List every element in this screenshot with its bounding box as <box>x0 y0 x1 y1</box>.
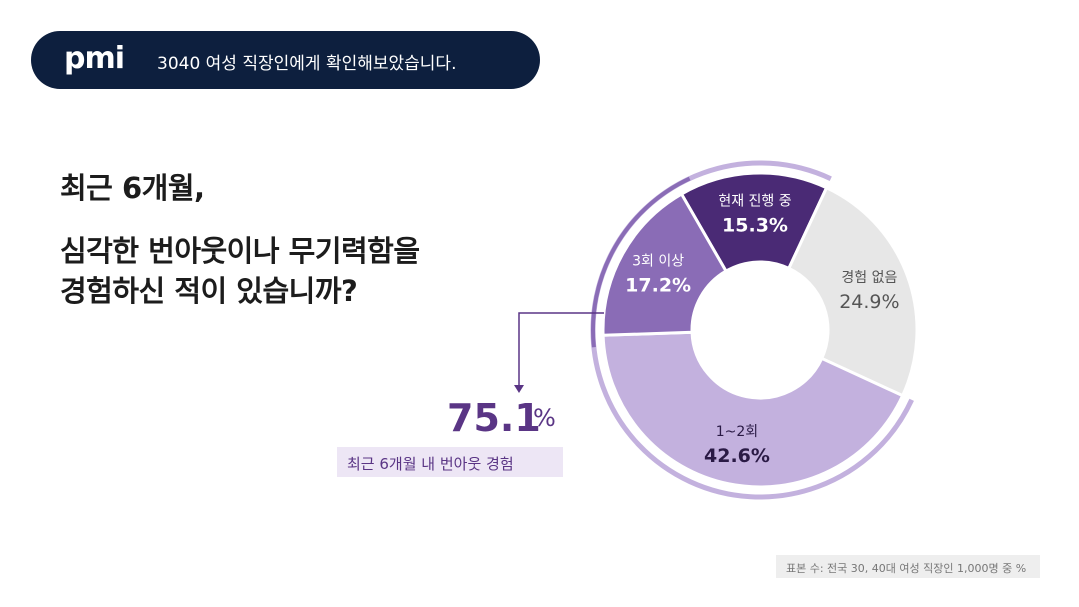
slice-value: 42.6% <box>704 445 770 467</box>
slice-label: 경험 없음 <box>841 270 897 286</box>
question-line-3: 경험하신 적이 있습니까? <box>60 274 358 308</box>
header-banner: pmi 3040 여성 직장인에게 확인해보았습니다. <box>31 31 540 89</box>
highlight-arc <box>590 160 914 500</box>
slice-label: 1~2회 <box>716 424 758 440</box>
donut-slice <box>786 185 919 398</box>
donut-slice <box>601 191 729 337</box>
highlight-arc-accent <box>591 176 691 348</box>
connector-arrow-icon <box>514 385 524 393</box>
question-line-2: 심각한 번아웃이나 무기력함을 <box>60 234 420 268</box>
summary-value: 75.1 <box>447 396 541 440</box>
donut-slice <box>601 330 905 489</box>
summary-unit: % <box>533 404 556 432</box>
slice-value: 17.2% <box>625 274 691 296</box>
summary-caption: 최근 6개월 내 번아웃 경험 <box>347 455 514 473</box>
slice-value: 24.9% <box>839 291 899 313</box>
pmi-logo: pmi <box>64 41 125 76</box>
question-line-1: 최근 6개월, <box>60 171 205 205</box>
summary-connector <box>518 312 604 388</box>
slice-label: 3회 이상 <box>632 253 684 269</box>
donut-slice <box>679 171 829 274</box>
footnote-box: 표본 수: 전국 30, 40대 여성 직장인 1,000명 중 % <box>776 555 1040 578</box>
slice-value: 15.3% <box>722 215 788 237</box>
footnote: 표본 수: 전국 30, 40대 여성 직장인 1,000명 중 % <box>786 562 1027 575</box>
header-subtitle: 3040 여성 직장인에게 확인해보았습니다. <box>157 54 457 74</box>
summary-caption-box: 최근 6개월 내 번아웃 경험 <box>337 447 563 477</box>
slice-label: 현재 진행 중 <box>718 194 791 210</box>
